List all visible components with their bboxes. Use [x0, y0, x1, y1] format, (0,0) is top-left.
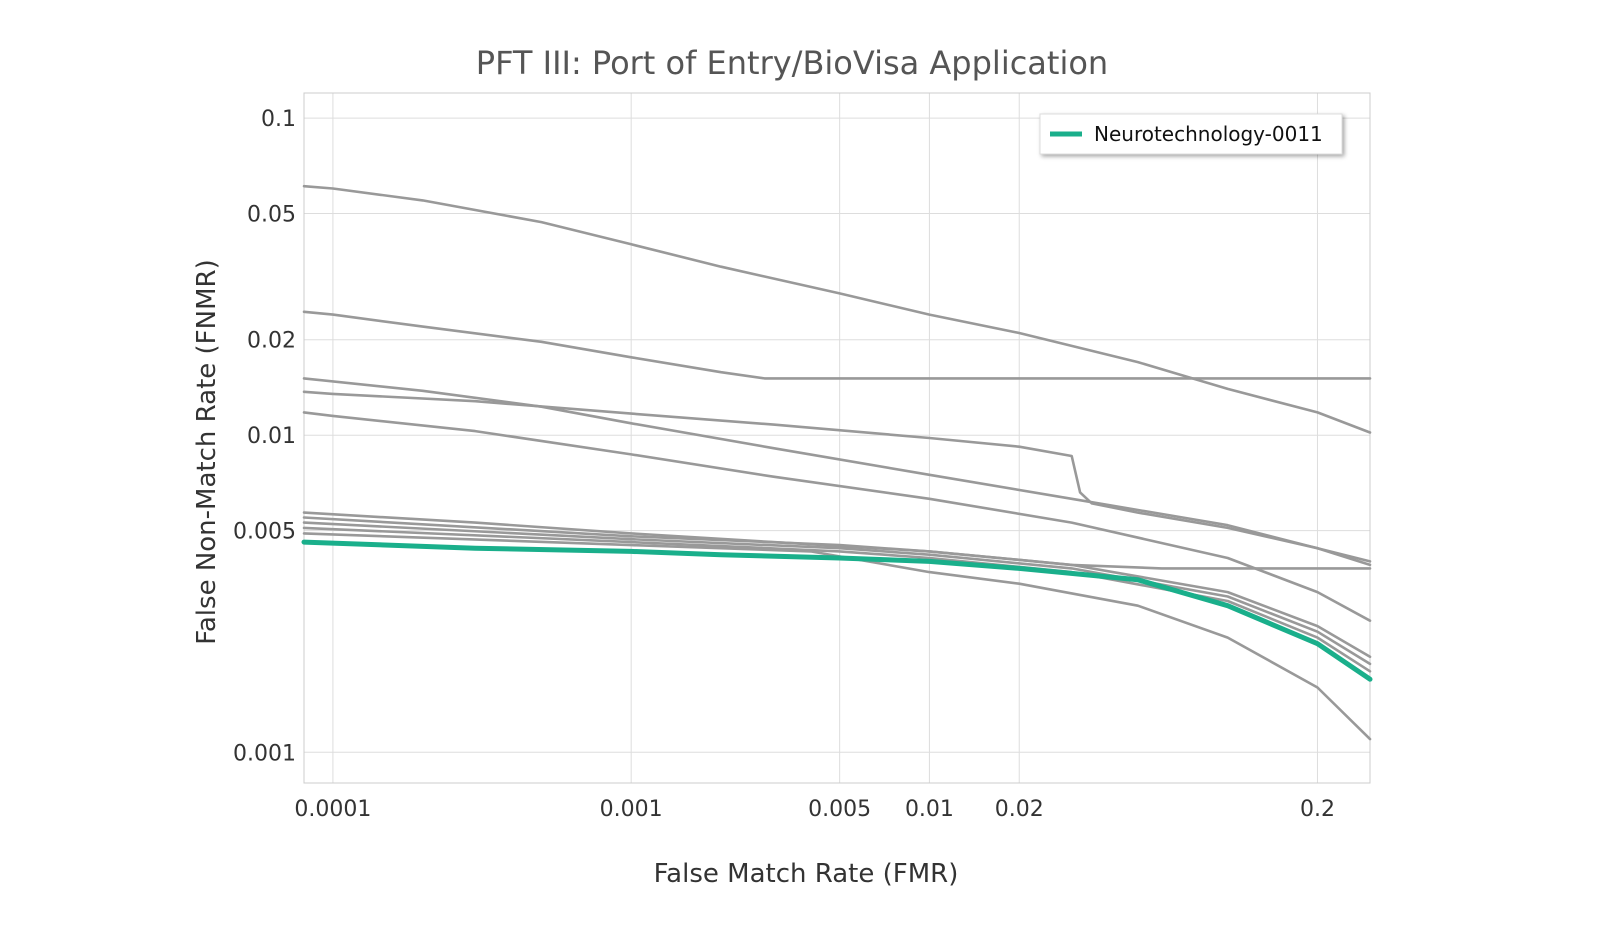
series-line-0: [302, 184, 1372, 434]
x-tick-label: 0.01: [905, 797, 954, 822]
y-tick-label: 0.05: [247, 203, 296, 228]
x-tick-label: 0.2: [1300, 797, 1335, 822]
x-axis-label: False Match Rate (FMR): [654, 859, 959, 889]
series-line-4: [302, 411, 1372, 622]
series-line-highlight: [301, 539, 1373, 682]
series-line-3: [302, 377, 1372, 563]
x-tick-labels: 0.0001 0.001 0.005 0.01 0.02 0.2: [294, 797, 1335, 822]
y-tick-label: 0.005: [233, 520, 296, 545]
x-tick-label: 0.02: [995, 797, 1044, 822]
plot-frame: [303, 92, 1371, 784]
y-tick-label: 0.01: [247, 424, 296, 449]
y-tick-labels: 0.1 0.05 0.02 0.01 0.005 0.001: [233, 107, 296, 766]
legend-label: Neurotechnology-0011: [1094, 122, 1323, 146]
series-line-2: [302, 390, 1372, 567]
x-tick-label: 0.005: [808, 797, 871, 822]
y-tick-label: 0.1: [261, 107, 296, 132]
y-axis-label: False Non-Match Rate (FNMR): [192, 259, 222, 644]
grid: [304, 93, 1370, 783]
series-line-7: [302, 521, 1372, 666]
chart-title: PFT III: Port of Entry/BioVisa Applicati…: [476, 44, 1108, 82]
series-line-6: [302, 516, 1372, 659]
x-tick-label: 0.001: [600, 797, 663, 822]
series-line-9: [302, 532, 1372, 741]
legend-box: [1039, 113, 1343, 155]
legend: Neurotechnology-0011: [1039, 113, 1343, 155]
series-lines: [301, 184, 1373, 741]
y-tick-label: 0.001: [233, 741, 296, 766]
y-tick-label: 0.02: [247, 329, 296, 354]
series-line-1: [302, 310, 1372, 380]
x-tick-label: 0.0001: [294, 797, 371, 822]
